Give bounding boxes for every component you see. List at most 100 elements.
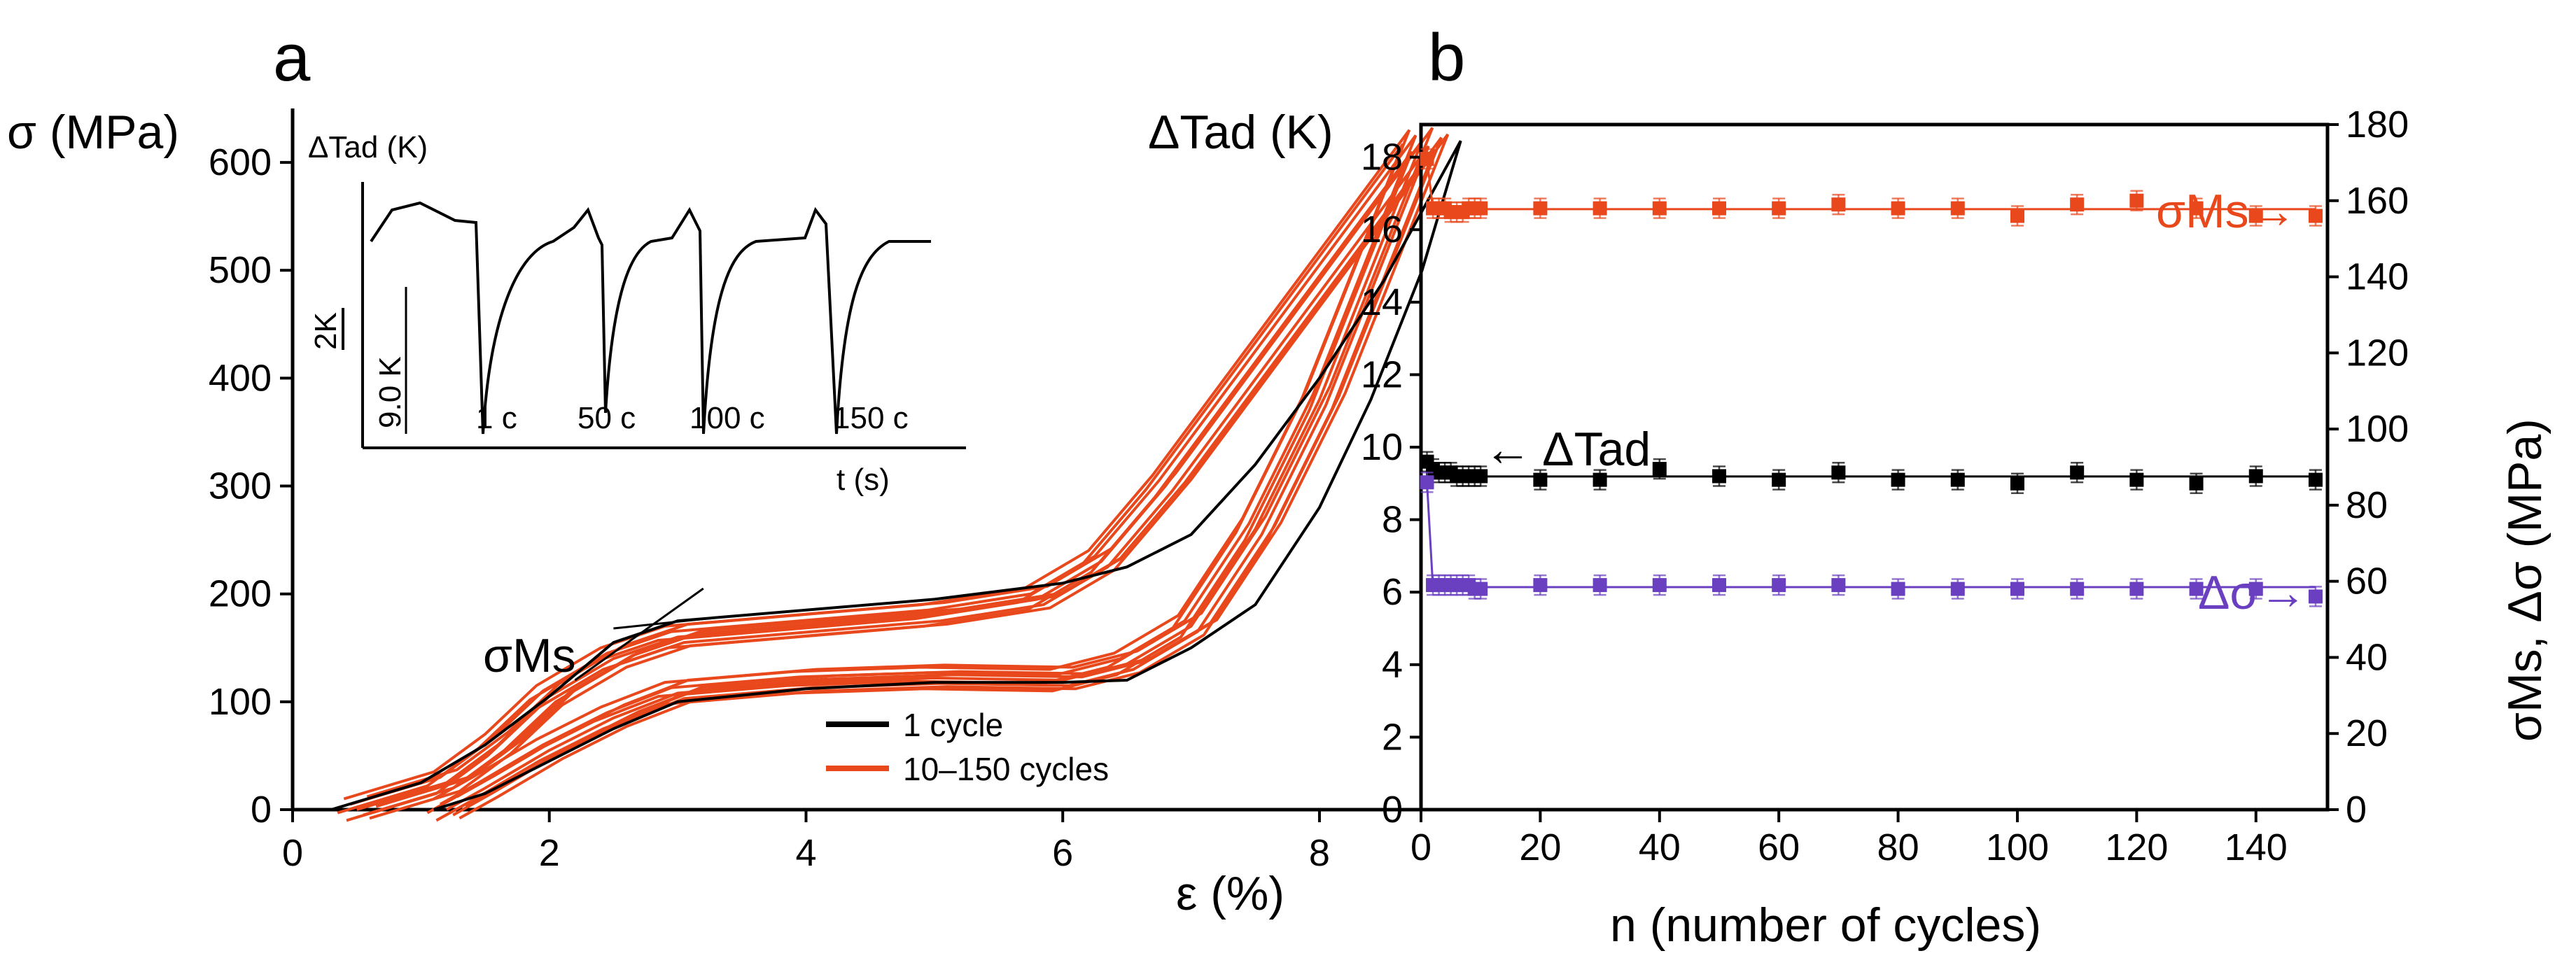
panel-b-right-tick-label: 60 [2346, 561, 2388, 603]
delta-sigma-point [1474, 582, 1488, 596]
panel-a-x-tick-label: 0 [282, 832, 303, 874]
sigma-ms-tangent-slope [574, 587, 704, 682]
inset-scale-bar-label: 2K [309, 312, 343, 350]
panel-b-left-tick-label: 4 [1382, 644, 1403, 686]
panel-a-y-tick-label: 200 [209, 573, 272, 615]
panel-b-x-tick-label: 100 [1986, 826, 2049, 868]
delta-sigma-point [2308, 589, 2323, 604]
panel-b-x-tick-label: 80 [1877, 826, 1919, 868]
delta-t-ad-point [1831, 465, 1846, 480]
delta-t-ad-point [1772, 472, 1786, 487]
panel-a-y-tick-label: 400 [209, 357, 272, 399]
panel-b: 0 20 40 60 80 100 120 140 0 2 4 6 8 10 12 14 16 18 0 20 40… [1148, 104, 2552, 952]
delta-t-ad-point [2189, 476, 2204, 491]
delta-sigma-point [2248, 582, 2263, 596]
sigma-ms-point [1420, 151, 1434, 166]
sigma-ms-point [2189, 201, 2204, 216]
delta-sigma-point [2129, 582, 2144, 596]
sigma-ms-point [1652, 201, 1667, 216]
delta-sigma-point [1831, 578, 1846, 593]
panel-b-left-tick-label: 16 [1361, 209, 1403, 251]
delta-t-ad-point [2010, 476, 2024, 491]
delta-sigma-series-label: Δσ→ [2198, 566, 2306, 619]
sigma-ms-point [1474, 201, 1488, 216]
panel-a-y-tick-label: 500 [209, 249, 272, 291]
panel-b-right-tick-label: 0 [2346, 789, 2367, 831]
delta-t-ad-point [2248, 469, 2263, 484]
delta-sigma-point [2189, 582, 2204, 596]
panel-a-x-tick-label: 2 [539, 832, 560, 874]
sigma-ms-point [1950, 201, 1965, 216]
curve-10-150-cycles [346, 150, 1413, 822]
sigma-ms-point [1712, 201, 1726, 216]
delta-t-ad-point [2308, 472, 2323, 487]
panel-a-letter: a [273, 20, 311, 95]
sigma-ms-point [2308, 209, 2323, 223]
inset-cycle-label-1: 1 c [476, 401, 517, 435]
panel-a-x-tick-label: 6 [1052, 832, 1073, 874]
panel-a-x-tick-label: 8 [1309, 832, 1330, 874]
panel-b-right-tick-label: 180 [2346, 104, 2409, 146]
inset-x-title: t (s) [836, 463, 890, 497]
panel-b-left-tick-label: 8 [1382, 499, 1403, 541]
panel-b-x-tick-label: 140 [2225, 826, 2288, 868]
delta-t-ad-point [1533, 472, 1548, 487]
inset-amplitude-label: 9.0 K [373, 356, 407, 428]
sigma-ms-annotation: σMs [483, 629, 576, 682]
panel-a-y-title: σ (MPa) [7, 106, 179, 159]
panel-b-right-tick-label: 100 [2346, 408, 2409, 450]
panel-a-y-tick-label: 100 [209, 681, 272, 723]
sigma-ms-point [2248, 209, 2263, 223]
curve-10-150-cycles [337, 143, 1404, 815]
delta-sigma-point [1533, 578, 1548, 593]
delta-sigma-point [2070, 582, 2085, 596]
delta-t-ad-point [1592, 472, 1607, 487]
panel-a-x-tick-label: 4 [795, 832, 816, 874]
delta-sigma-point [1950, 582, 1965, 596]
panel-b-right-tick-label: 140 [2346, 256, 2409, 298]
panel-b-left-tick-label: 18 [1361, 136, 1403, 178]
delta-t-ad-point [2129, 472, 2144, 487]
panel-a-y-tick-label: 300 [209, 465, 272, 507]
panel-b-left-tick-label: 6 [1382, 571, 1403, 613]
delta-sigma-point [1891, 582, 1905, 596]
sigma-ms-point [1891, 201, 1905, 216]
inset-y-title: ΔTad (K) [308, 130, 428, 164]
panel-b-right-tick-label: 20 [2346, 712, 2388, 754]
delta-sigma-point [1772, 578, 1786, 593]
panel-b-x-tick-label: 60 [1758, 826, 1800, 868]
delta-t-series-label: ← ΔTad [1484, 423, 1651, 476]
panel-b-x-title: n (number of cycles) [1610, 899, 2041, 952]
curve-1-cycle [330, 140, 1462, 811]
panel-b-x-tick-label: 20 [1519, 826, 1561, 868]
inset-cycle-label-50: 50 c [578, 401, 636, 435]
curve-10-150-cycles [366, 127, 1434, 798]
delta-sigma-fit-line [1426, 482, 2316, 589]
sigma-ms-point [2010, 209, 2024, 223]
delta-t-ad-point [1712, 469, 1726, 484]
panel-b-right-tick-label: 40 [2346, 636, 2388, 678]
panel-b-left-y-title: ΔTad (K) [1148, 106, 1334, 159]
curve-10-150-cycles [382, 133, 1450, 805]
panel-b-right-tick-label: 120 [2346, 332, 2409, 374]
panel-b-x-tick-label: 40 [1639, 826, 1681, 868]
panel-b-left-tick-label: 10 [1361, 426, 1403, 468]
panel-b-right-tick-label: 160 [2346, 180, 2409, 222]
panel-a-y-tick-label: 0 [251, 789, 272, 831]
inset-cycle-label-100: 100 c [690, 401, 765, 435]
sigma-ms-point [1772, 201, 1786, 216]
panel-b-left-tick-label: 12 [1361, 353, 1403, 395]
panel-b-left-tick-label: 0 [1382, 789, 1403, 831]
legend-label-10-150-cycles: 10–150 cycles [903, 751, 1109, 787]
panel-b-letter: b [1428, 20, 1465, 95]
delta-sigma-point [1592, 578, 1607, 593]
delta-t-ad-point [1474, 469, 1488, 484]
delta-sigma-point [1712, 578, 1726, 593]
panel-b-right-y-title: σMs, Δσ (MPa) [2498, 418, 2552, 742]
inset-trace-line [370, 201, 931, 435]
sigma-ms-point [2129, 193, 2144, 208]
panel-b-right-tick-label: 80 [2346, 484, 2388, 526]
delta-t-ad-point [1891, 472, 1905, 487]
